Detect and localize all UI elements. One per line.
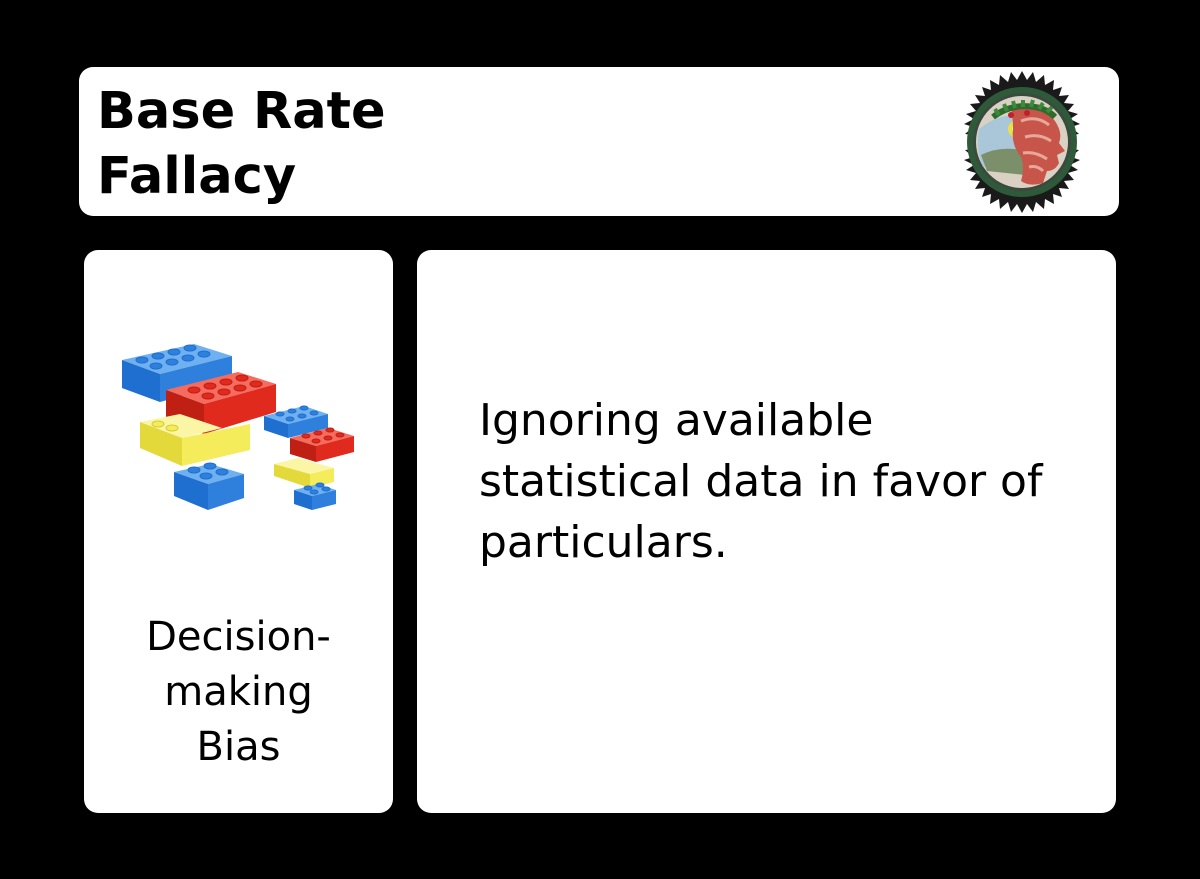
- yellow-brick-mini: [274, 458, 334, 488]
- definition-panel: Ignoring available statistical data in f…: [417, 250, 1116, 813]
- title-panel: Base Rate Fallacy: [79, 67, 1119, 216]
- yellow-brick-large: [140, 414, 250, 466]
- blue-brick-tiny: [294, 482, 336, 510]
- category-panel: Decision- making Bias: [84, 250, 393, 813]
- lego-bricks-icon: [122, 344, 354, 510]
- category-label: Decision- making Bias: [146, 614, 331, 770]
- laurel-head-seal-icon: [964, 71, 1080, 213]
- red-brick-large: [166, 372, 276, 434]
- red-brick-mini: [290, 427, 354, 462]
- card-title: Base Rate Fallacy: [97, 82, 386, 206]
- definition-text: Ignoring available statistical data in f…: [479, 395, 1043, 568]
- blue-brick-small: [174, 462, 244, 510]
- blue-brick-mini: [264, 405, 328, 438]
